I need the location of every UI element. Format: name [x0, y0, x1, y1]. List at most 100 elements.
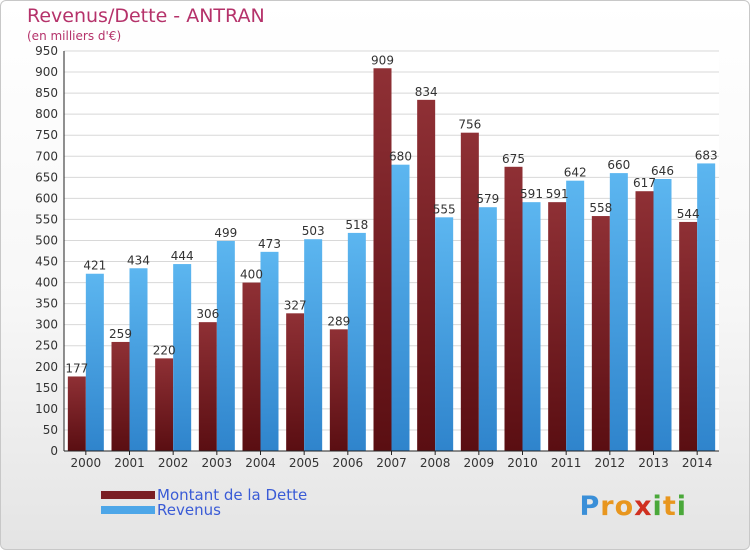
- logo-letter: t: [662, 491, 677, 522]
- x-tick-label: 2012: [595, 456, 626, 470]
- bar-dette: [155, 358, 174, 451]
- x-tick-label: 2011: [551, 456, 582, 470]
- bar-revenus: [697, 163, 716, 451]
- bar-dette: [635, 191, 654, 452]
- y-tick-label: 200: [35, 360, 58, 374]
- x-tick-label: 2008: [420, 456, 451, 470]
- bar-dette: [373, 68, 392, 452]
- data-label-dette: 544: [677, 207, 700, 221]
- legend-label-dette: Montant de la Dette: [157, 486, 308, 504]
- data-label-revenus: 660: [607, 158, 630, 172]
- bar-revenus: [260, 251, 279, 451]
- bar-revenus: [129, 268, 148, 451]
- data-label-revenus: 642: [564, 166, 587, 180]
- x-tick-label: 2014: [682, 456, 713, 470]
- bar-revenus: [347, 232, 366, 451]
- data-label-dette: 289: [327, 314, 350, 328]
- bar-revenus: [216, 240, 235, 451]
- bar-revenus: [435, 217, 454, 451]
- data-label-revenus: 473: [258, 237, 281, 251]
- data-label-revenus: 434: [127, 253, 150, 267]
- x-tick-label: 2005: [289, 456, 320, 470]
- data-label-revenus: 646: [651, 164, 674, 178]
- y-tick-label: 350: [35, 297, 58, 311]
- y-tick-label: 750: [35, 128, 58, 142]
- data-label-dette: 400: [240, 268, 263, 282]
- bar-dette: [679, 221, 698, 451]
- logo-letter: i: [676, 491, 687, 522]
- x-tick-label: 2010: [507, 456, 538, 470]
- data-label-dette: 909: [371, 53, 394, 67]
- data-label-dette: 306: [196, 307, 219, 321]
- bar-dette: [591, 216, 610, 451]
- y-tick-label: 850: [35, 86, 58, 100]
- bar-revenus: [609, 173, 628, 451]
- bar-dette: [329, 329, 348, 451]
- data-label-revenus: 591: [520, 187, 543, 201]
- data-label-revenus: 421: [83, 259, 106, 273]
- y-tick-label: 900: [35, 65, 58, 79]
- legend-item-dette: Montant de la Dette: [101, 486, 308, 504]
- data-label-dette: 834: [415, 85, 438, 99]
- x-tick-label: 2013: [638, 456, 669, 470]
- bar-revenus: [653, 179, 672, 451]
- y-tick-label: 150: [35, 381, 58, 395]
- data-label-dette: 327: [284, 298, 307, 312]
- chart-title: Revenus/Dette - ANTRAN: [27, 5, 265, 27]
- y-tick-label: 50: [43, 423, 58, 437]
- data-label-dette: 177: [65, 361, 88, 375]
- bar-revenus: [85, 273, 104, 451]
- data-label-revenus: 579: [476, 192, 499, 206]
- x-tick-label: 2000: [71, 456, 102, 470]
- data-label-revenus: 683: [695, 148, 718, 162]
- bar-revenus: [173, 264, 192, 451]
- y-tick-label: 450: [35, 255, 58, 269]
- axes: 0 50 100 150 200 250 300 350 400 450 500 550 600 650 7…: [35, 44, 719, 470]
- data-label-revenus: 680: [389, 150, 412, 164]
- bar-revenus: [304, 239, 323, 451]
- bar-revenus: [522, 202, 541, 451]
- logo-letter: x: [634, 491, 653, 522]
- y-tick-label: 250: [35, 339, 58, 353]
- bar-dette: [286, 313, 305, 451]
- bar-dette: [417, 99, 436, 451]
- bar-dette: [242, 282, 261, 451]
- x-tick-label: 2009: [464, 456, 495, 470]
- y-tick-label: 400: [35, 276, 58, 290]
- y-tick-label: 100: [35, 402, 58, 416]
- bar-dette: [548, 202, 567, 451]
- data-label-revenus: 444: [171, 249, 194, 263]
- y-tick-label: 800: [35, 107, 58, 121]
- data-label-dette: 675: [502, 152, 525, 166]
- x-tick-label: 2006: [333, 456, 364, 470]
- y-tick-label: 300: [35, 318, 58, 332]
- legend-item-revenus: Revenus: [101, 501, 221, 519]
- y-tick-label: 700: [35, 149, 58, 163]
- y-tick-label: 950: [35, 44, 58, 58]
- data-labels: 177 421 259 434 220 444 306 499 400 473 327 503 289 5…: [65, 53, 717, 375]
- bar-dette: [504, 166, 523, 451]
- bar-revenus: [566, 180, 585, 451]
- data-label-dette: 756: [458, 118, 481, 132]
- bar-dette: [198, 322, 217, 451]
- bar-dette: [111, 341, 130, 451]
- proxiti-logo: Proxiti: [579, 491, 687, 522]
- logo-letter: r: [600, 491, 615, 522]
- y-tick-label: 550: [35, 212, 58, 226]
- x-tick-label: 2007: [376, 456, 407, 470]
- data-label-dette: 259: [109, 327, 132, 341]
- data-label-dette: 591: [546, 187, 569, 201]
- data-label-revenus: 518: [345, 218, 368, 232]
- y-tick-label: 650: [35, 170, 58, 184]
- chart-subtitle: (en milliers d'€): [27, 29, 122, 43]
- legend-swatch-dette: [101, 491, 155, 499]
- logo-letter: i: [652, 491, 663, 522]
- logo-letter: P: [579, 491, 601, 522]
- bar-dette: [67, 376, 86, 451]
- bar-revenus: [391, 164, 410, 451]
- y-tick-label: 0: [50, 444, 58, 458]
- legend-label-revenus: Revenus: [157, 501, 221, 519]
- logo-letter: o: [614, 491, 635, 522]
- y-tick-label: 500: [35, 233, 58, 247]
